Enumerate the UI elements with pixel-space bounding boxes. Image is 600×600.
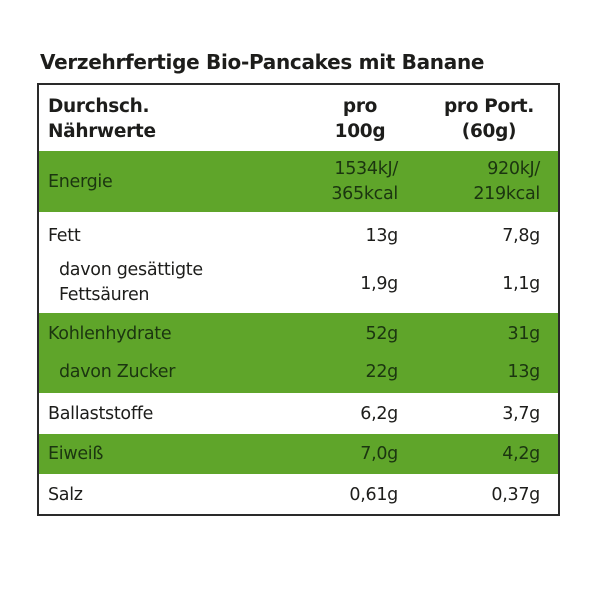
per100-value: 6,2g — [360, 404, 398, 424]
portion-kj: 920kJ/ — [487, 159, 540, 179]
table-row-zucker: davon Zucker 22g 13g — [39, 353, 558, 393]
portion-kcal: 219kcal — [473, 184, 540, 204]
header-per100-line1: pro — [342, 96, 378, 117]
header-per100-line2: 100g — [334, 121, 386, 142]
row-label: Fett — [48, 226, 81, 246]
row-label: Salz — [48, 485, 83, 505]
header-portion-line1: pro Port. — [443, 96, 535, 117]
row-label: davon Zucker — [59, 362, 176, 382]
per100-kj: 1534kJ/ — [334, 159, 398, 179]
portion-value: 3,7g — [502, 404, 540, 424]
portion-value: 1,1g — [502, 274, 540, 294]
per100-kcal: 365kcal — [331, 184, 398, 204]
table-header-row: Durchsch. Nährwerte pro 100g pro Port. (… — [39, 85, 558, 151]
row-label-line2: Fettsäuren — [59, 285, 150, 305]
per100-value: 0,61g — [349, 485, 398, 505]
portion-value: 0,37g — [491, 485, 540, 505]
per100-value: 22g — [365, 362, 399, 382]
table-title: Verzehrfertige Bio-Pancakes mit Banane — [40, 50, 485, 74]
per100-value: 7,0g — [360, 444, 398, 464]
row-label: Energie — [48, 172, 113, 192]
portion-value: 7,8g — [502, 226, 540, 246]
table-row-energie: Energie 1534kJ/ 365kcal 920kJ/ 219kcal — [39, 151, 558, 212]
row-label: Ballaststoffe — [48, 404, 154, 424]
row-label: Kohlenhydrate — [48, 324, 172, 344]
per100-value: 13g — [365, 226, 399, 246]
per100-value: 52g — [365, 324, 399, 344]
portion-value: 13g — [507, 362, 541, 382]
header-label-line1: Durchsch. — [48, 96, 150, 117]
header-portion-line2: (60g) — [461, 121, 517, 142]
nutrition-table: Durchsch. Nährwerte pro 100g pro Port. (… — [37, 83, 560, 516]
portion-value: 4,2g — [502, 444, 540, 464]
table-row-salz: Salz 0,61g 0,37g — [39, 474, 558, 514]
table-row-gesaettigte-fettsaeuren: davon gesättigte Fettsäuren 1,9g 1,1g — [39, 255, 558, 313]
table-row-eiweiss: Eiweiß 7,0g 4,2g — [39, 434, 558, 474]
header-label-line2: Nährwerte — [48, 121, 156, 142]
table-row-ballaststoffe: Ballaststoffe 6,2g 3,7g — [39, 393, 558, 434]
row-label-line1: davon gesättigte — [59, 260, 203, 280]
table-row-fett: Fett 13g 7,8g — [39, 212, 558, 255]
per100-value: 1,9g — [360, 274, 398, 294]
table-row-kohlenhydrate: Kohlenhydrate 52g 31g — [39, 313, 558, 353]
row-label: Eiweiß — [48, 444, 104, 464]
portion-value: 31g — [507, 324, 541, 344]
